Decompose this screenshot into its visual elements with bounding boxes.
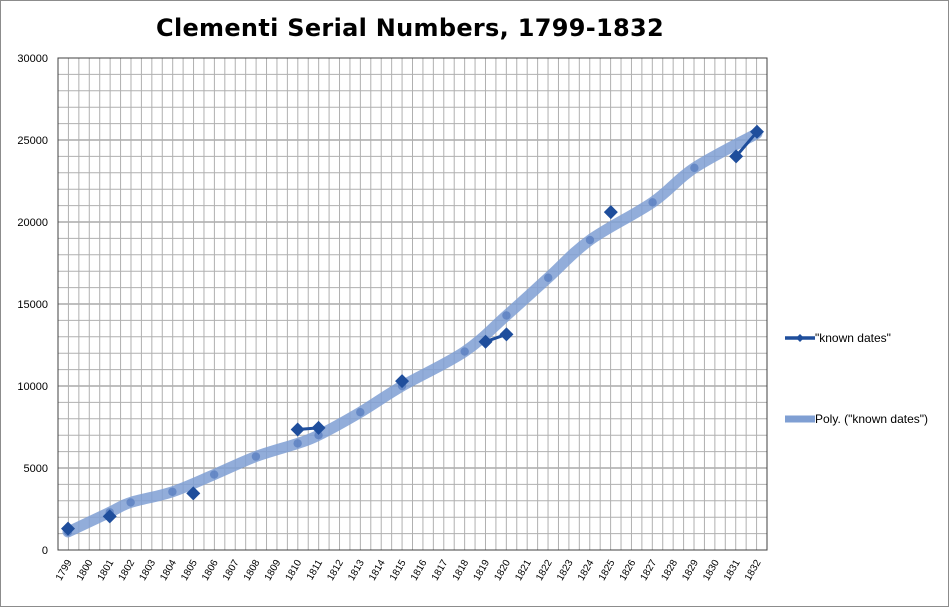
legend-label-poly: Poly. ("known dates") [815,412,928,426]
x-tick-label: 1831 [722,558,743,583]
plot-border [57,57,768,551]
grid [57,57,768,551]
x-tick-label: 1822 [534,558,555,583]
x-tick-label: 1829 [680,558,701,583]
trendline-point [502,311,511,320]
y-tick-label: 15000 [17,299,48,311]
x-tick-label: 1803 [137,558,158,583]
trendline-point [690,163,699,173]
x-tick-label: 1805 [179,558,200,583]
data-point-marker [499,327,514,342]
x-tick-label: 1815 [388,558,409,583]
x-tick-label: 1814 [367,558,388,583]
data-point-marker [750,124,764,139]
data-point-marker [186,486,201,501]
x-tick-label: 1812 [325,558,346,583]
data-point-marker [729,149,744,164]
x-tick-label: 1809 [263,558,284,583]
trendline-point [544,273,553,282]
x-tick-label: 1826 [618,558,639,583]
x-tick-label: 1802 [117,558,138,583]
x-tick-label: 1830 [701,558,722,583]
x-tick-label: 1808 [242,558,263,583]
trendline-point [648,198,657,207]
trendline-point [251,452,261,461]
x-tick-label: 1800 [75,558,96,583]
trendline-point [460,347,469,356]
data-point-marker [395,374,410,389]
x-tick-label: 1816 [409,558,430,583]
x-tick-label: 1799 [54,558,75,583]
trendline-point [293,439,302,448]
y-tick-label: 20000 [17,217,48,229]
chart-title: Clementi Serial Numbers, 1799-1832 [156,14,664,42]
legend: "known dates" Poly. ("known dates") [785,331,928,426]
trendline-point [209,470,219,479]
x-tick-label: 1821 [513,558,534,583]
legend-marker-known-dates [796,334,804,342]
x-tick-label: 1818 [451,558,472,583]
data-point-marker [290,422,305,437]
x-tick-label: 1824 [576,558,597,583]
y-tick-label: 0 [42,545,48,557]
x-tick-label: 1825 [597,558,618,583]
x-tick-label: 1832 [743,558,764,583]
legend-label-known-dates: "known dates" [815,331,891,345]
x-tick-label: 1804 [158,558,179,583]
series-layer [61,124,764,536]
y-tick-label: 10000 [17,381,48,393]
trendline-point [126,498,135,507]
data-point-marker [102,509,117,524]
x-tick-label: 1807 [221,558,242,583]
x-tick-label: 1823 [555,558,576,583]
y-tick-label: 30000 [17,53,48,65]
trendline-point [168,487,177,496]
trendline-point [356,408,365,417]
x-tick-label: 1817 [430,558,451,583]
y-tick-label: 5000 [24,463,48,475]
x-tick-label: 1806 [200,558,221,583]
series-line-segment [734,130,759,158]
data-point-marker [603,205,618,220]
data-point-marker [311,420,326,435]
x-tick-label: 1813 [346,558,367,583]
x-tick-label: 1801 [96,558,117,583]
x-tick-label: 1810 [284,558,305,583]
data-point-marker [61,521,75,536]
x-tick-label: 1828 [659,558,680,583]
x-tick-label: 1820 [492,558,513,583]
trendline-point [314,431,323,440]
y-tick-label: 25000 [17,135,48,147]
trendline-point [585,235,595,245]
x-tick-label: 1811 [305,558,325,583]
x-tick-label: 1827 [639,558,660,583]
data-point-marker [478,334,493,349]
x-tick-label: 1819 [472,558,493,583]
